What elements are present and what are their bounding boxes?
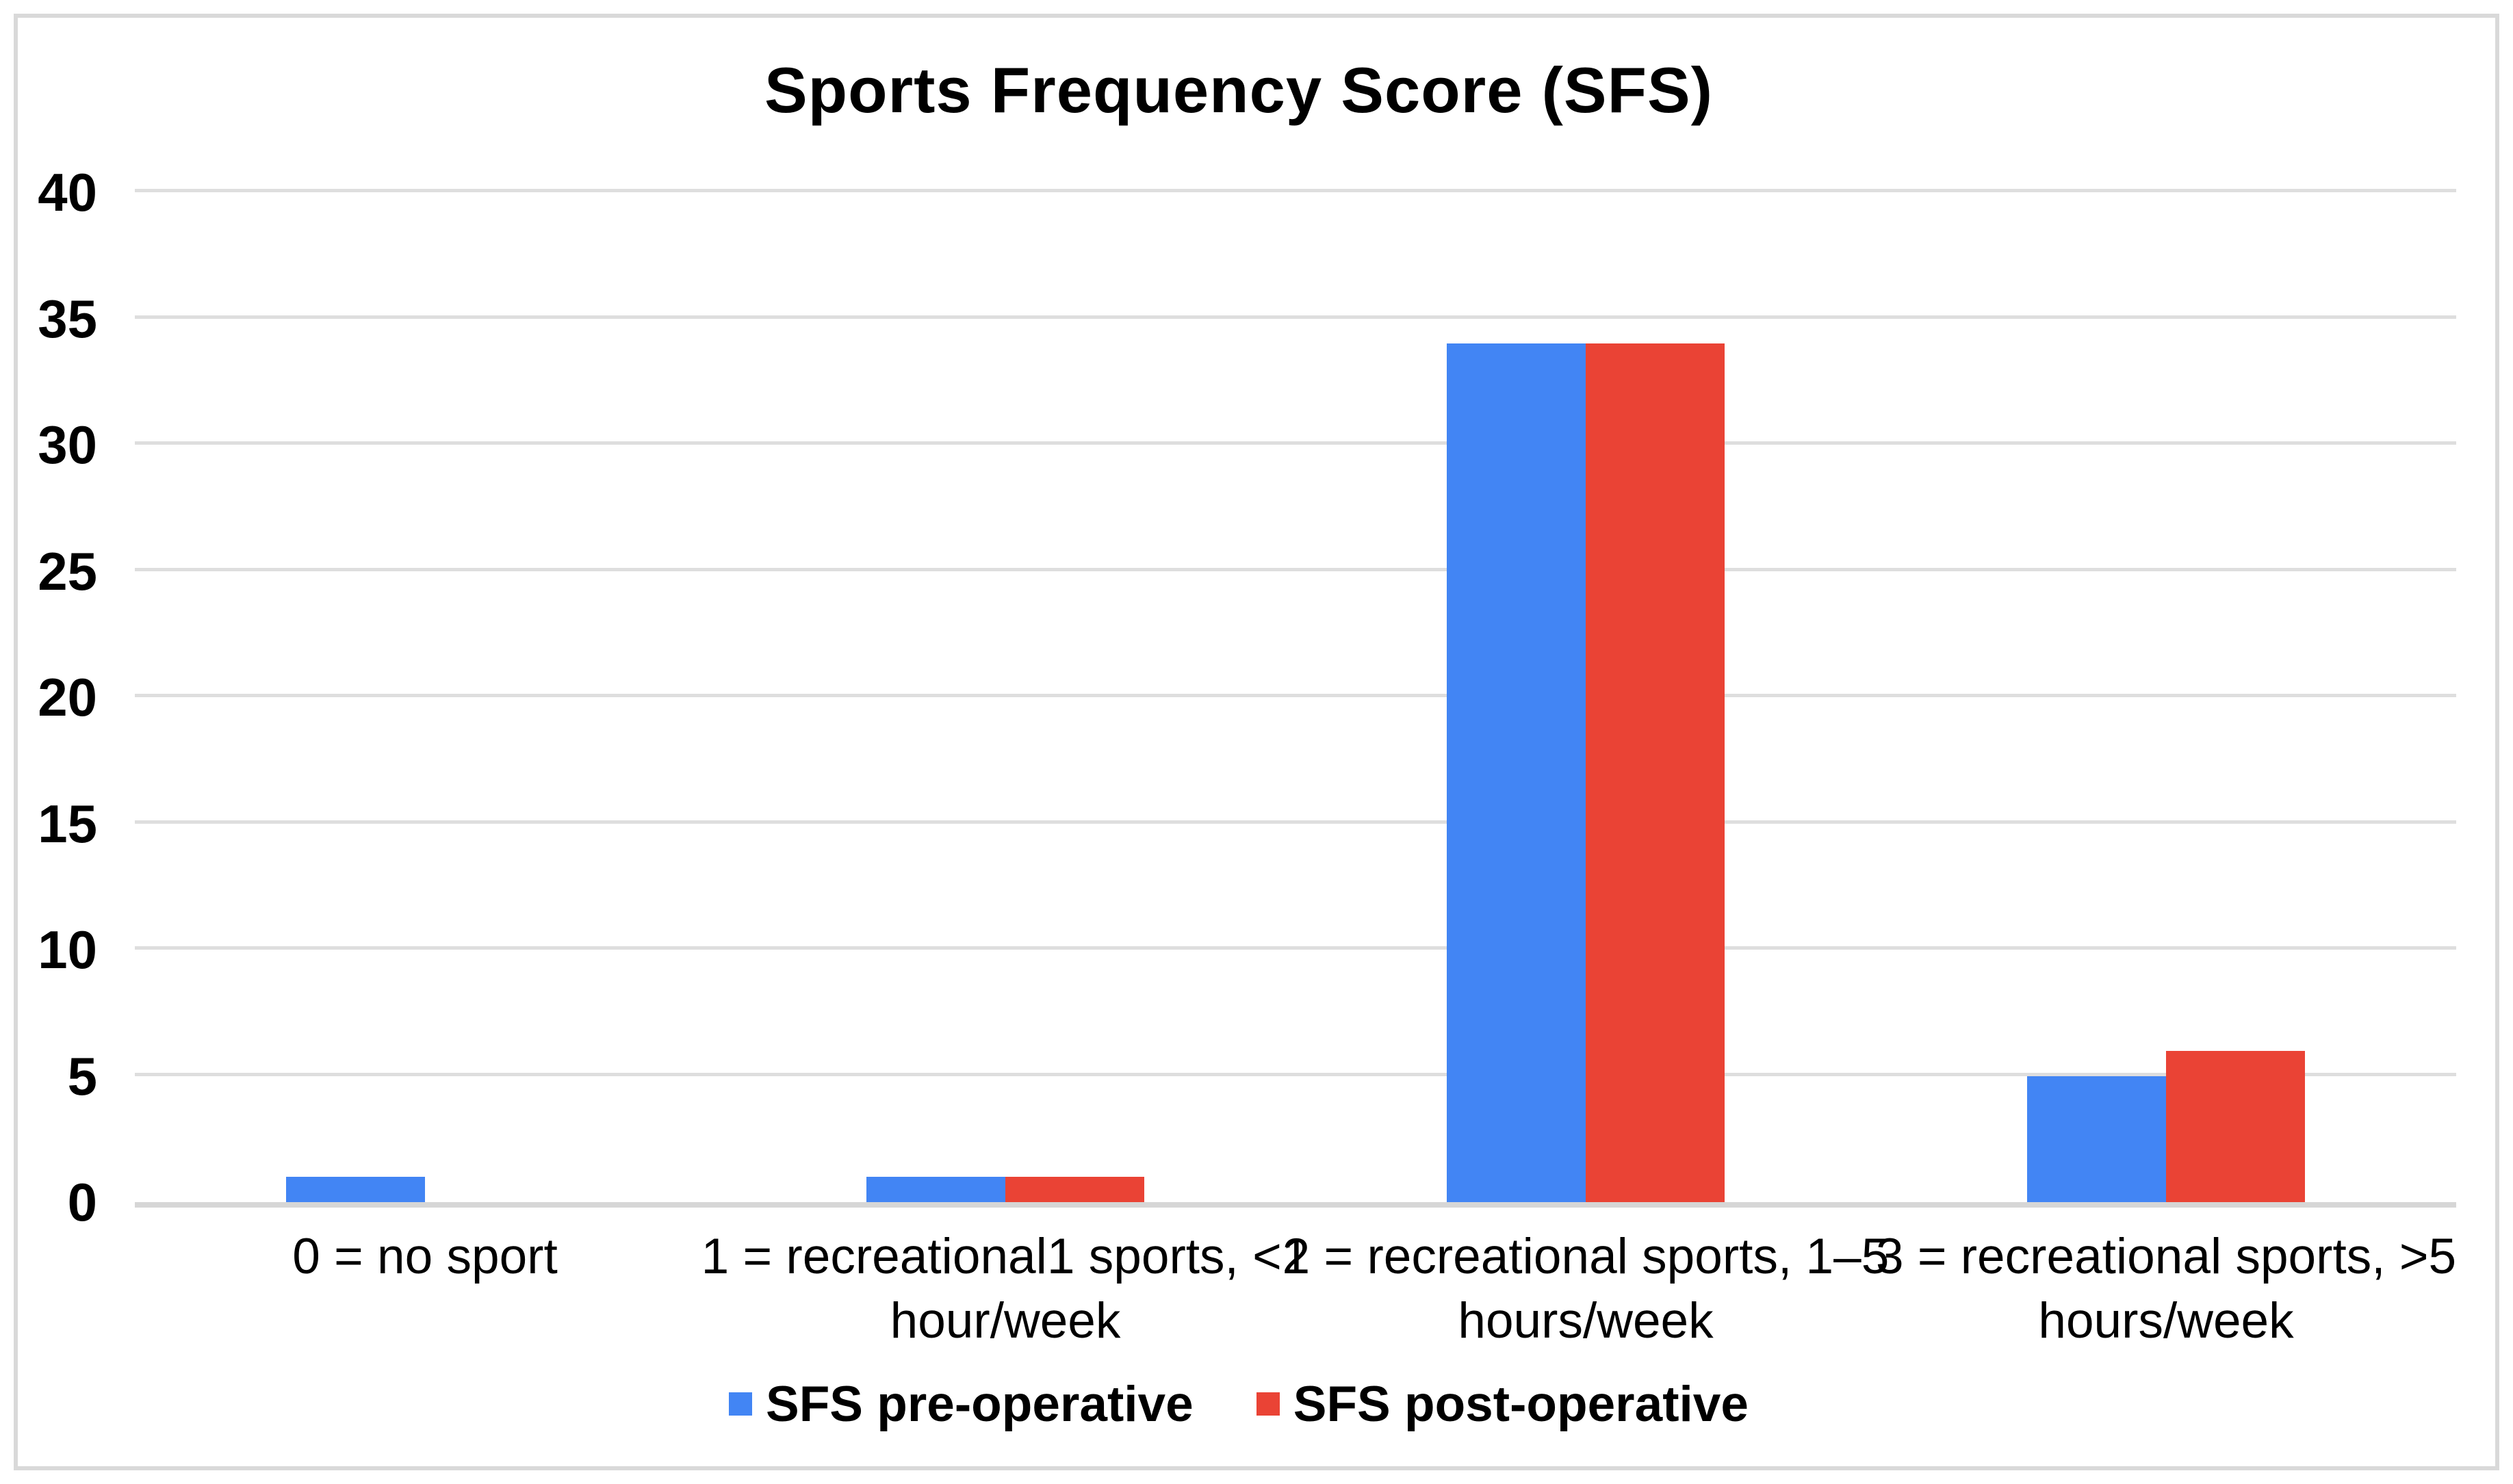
y-tick-label: 0	[67, 1172, 97, 1232]
x-category-label: 0 = no sport	[90, 1225, 760, 1289]
y-gridline	[135, 315, 2456, 319]
x-category-label-line: 2 = recreational sports, 1–5	[1282, 1229, 1890, 1284]
y-gridline	[135, 946, 2456, 950]
legend-label: SFS pre-operative	[766, 1376, 1194, 1432]
x-category-label: 1 = recreational1 sports, <1 hour/week	[670, 1225, 1341, 1353]
x-category-label-line: hours/week	[2038, 1293, 2294, 1349]
y-tick-label: 25	[38, 541, 97, 601]
y-tick-label: 15	[38, 793, 97, 854]
legend: SFS pre-operative SFS post-operative	[0, 1370, 2477, 1438]
x-axis-baseline	[135, 1202, 2456, 1208]
bar-sfs-pre-operative	[2027, 1076, 2166, 1202]
bar-sfs-pre-operative	[1447, 343, 1586, 1202]
x-category-label-line: 1 = recreational1 sports, <1	[701, 1229, 1310, 1284]
legend-item-sfs-pre-operative: SFS pre-operative	[729, 1376, 1194, 1433]
legend-swatch-sfs-post-operative	[1256, 1392, 1280, 1416]
bar-sfs-post-operative	[1586, 343, 1725, 1202]
y-tick-label: 10	[38, 920, 97, 980]
x-category-label-line: hours/week	[1458, 1293, 1714, 1349]
y-tick-label: 35	[38, 288, 97, 349]
bar-sfs-post-operative	[2166, 1050, 2305, 1202]
y-gridline	[135, 189, 2456, 192]
x-category-label-line: 0 = no sport	[292, 1229, 558, 1284]
x-category-label-line: hour/week	[890, 1293, 1121, 1349]
y-tick-label: 40	[38, 162, 97, 222]
bar-sfs-post-operative	[1005, 1177, 1144, 1202]
bar-sfs-pre-operative	[286, 1177, 425, 1202]
y-gridline	[135, 1072, 2456, 1076]
legend-label: SFS post-operative	[1293, 1376, 1749, 1432]
x-category-label: 3 = recreational sports, >5 hours/week	[1831, 1225, 2501, 1353]
x-category-label: 2 = recreational sports, 1–5 hours/week	[1250, 1225, 1921, 1353]
y-gridline	[135, 694, 2456, 697]
y-gridline	[135, 567, 2456, 571]
bar-sfs-pre-operative	[866, 1177, 1005, 1202]
y-gridline	[135, 441, 2456, 445]
chart-title: Sports Frequency Score (SFS)	[764, 54, 1714, 126]
y-tick-label: 20	[38, 667, 97, 727]
y-tick-label: 30	[38, 415, 97, 475]
y-tick-label: 5	[67, 1045, 97, 1106]
y-gridline	[135, 820, 2456, 824]
legend-item-sfs-post-operative: SFS post-operative	[1256, 1376, 1749, 1433]
x-category-label-line: 3 = recreational sports, >5	[1875, 1229, 2457, 1284]
legend-swatch-sfs-pre-operative	[729, 1392, 752, 1416]
